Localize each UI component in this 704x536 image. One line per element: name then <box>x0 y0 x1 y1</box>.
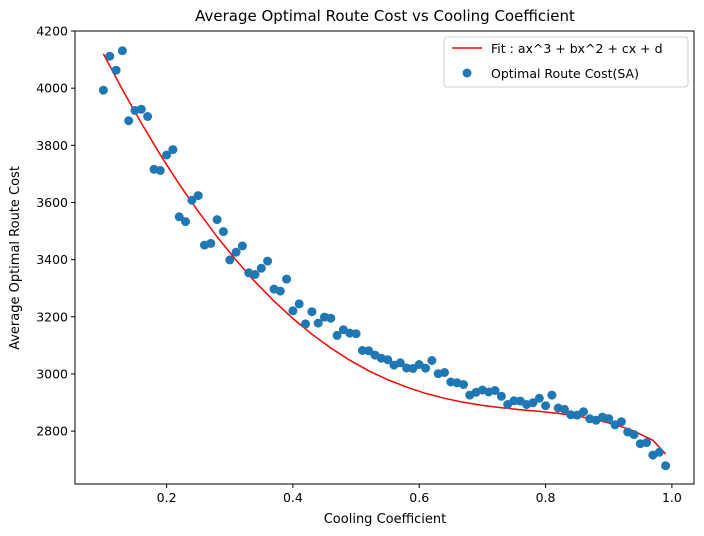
scatter-point <box>579 407 588 417</box>
scatter-point <box>193 191 203 201</box>
x-tick-label: 0.8 <box>536 490 556 505</box>
scatter-point <box>528 398 538 408</box>
scatter-point <box>490 386 500 395</box>
y-tick-label: 3200 <box>36 309 68 324</box>
scatter-point <box>629 430 639 440</box>
y-axis: 2800 3000 3200 3400 3600 3800 4000 4200 <box>36 24 75 439</box>
plot-frame <box>74 30 695 485</box>
y-tick-label: 3800 <box>36 138 68 153</box>
scatter-point <box>168 145 178 155</box>
scatter-point <box>616 417 626 427</box>
scatter-point <box>105 51 115 61</box>
y-tick-label: 4000 <box>36 81 68 96</box>
scatter-point <box>547 390 557 400</box>
x-axis-title: Cooling Coefficient <box>324 512 447 527</box>
x-tick-label: 1.0 <box>662 490 682 505</box>
legend-scatter-label: Optimal Route Cost(SA) <box>491 66 639 81</box>
legend-scatter-swatch <box>462 68 472 78</box>
scatter-point <box>174 212 184 222</box>
scatter-point <box>496 391 506 401</box>
scatter-point <box>282 274 292 284</box>
scatter-point <box>294 299 304 309</box>
y-tick-label: 3000 <box>36 366 68 381</box>
scatter-point <box>288 306 298 316</box>
x-tick-label: 0.4 <box>283 490 303 505</box>
scatter-point <box>206 238 216 248</box>
scatter-point <box>225 255 235 265</box>
scatter-point <box>124 116 134 126</box>
scatter-point <box>181 217 190 227</box>
scatter-point <box>263 256 273 266</box>
scatter-point <box>218 227 228 237</box>
scatter-point <box>307 307 317 317</box>
scatter-point <box>313 318 323 328</box>
scatter-point <box>654 447 664 457</box>
scatter-point <box>155 166 165 175</box>
scatter-point <box>231 247 241 257</box>
scatter-point <box>301 319 310 329</box>
y-axis-title: Average Optimal Route Cost <box>8 166 23 350</box>
scatter-point <box>117 46 127 56</box>
x-tick-label: 0.2 <box>157 490 177 505</box>
plot-area <box>74 30 695 485</box>
scatter-point <box>642 438 652 448</box>
scatter-point <box>383 355 393 365</box>
scatter-point <box>661 461 671 471</box>
y-tick-label: 2800 <box>36 424 68 439</box>
scatter-point <box>237 241 247 251</box>
scatter-point <box>256 263 266 273</box>
scatter-point <box>187 195 197 205</box>
x-axis: 0.2 0.4 0.6 0.8 1.0 <box>157 484 682 505</box>
scatter-point <box>212 215 222 225</box>
scatter-point <box>364 346 374 356</box>
scatter-point <box>351 329 361 339</box>
scatter-point <box>395 358 405 368</box>
scatter-point <box>332 330 342 340</box>
scatter-point <box>459 380 468 389</box>
scatter-point <box>560 404 569 414</box>
scatter-point <box>162 150 172 160</box>
scatter-point <box>250 270 260 279</box>
scatter-point <box>136 104 146 114</box>
y-tick-label: 3400 <box>36 252 68 267</box>
scatter-point <box>427 356 437 365</box>
y-tick-label: 4200 <box>36 24 68 39</box>
scatter-point <box>111 65 121 75</box>
scatter-point <box>275 286 285 296</box>
scatter-point <box>541 401 551 411</box>
y-tick-label: 3600 <box>36 195 68 210</box>
scatter-point <box>143 112 153 121</box>
legend: Fit : ax^3 + bx^2 + cx + d Optimal Route… <box>443 36 689 88</box>
chart-title: Average Optimal Route Cost vs Cooling Co… <box>195 7 575 25</box>
scatter-point <box>604 414 614 424</box>
scatter-point <box>326 313 336 323</box>
scatter-point <box>421 363 431 373</box>
scatter-point <box>440 368 449 377</box>
legend-fit-label: Fit : ax^3 + bx^2 + cx + d <box>491 41 663 56</box>
x-tick-label: 0.6 <box>409 490 429 505</box>
scatter-point <box>534 393 544 403</box>
scatter-points-layer <box>98 46 671 471</box>
scatter-point <box>98 85 108 95</box>
legend-box <box>443 36 689 88</box>
